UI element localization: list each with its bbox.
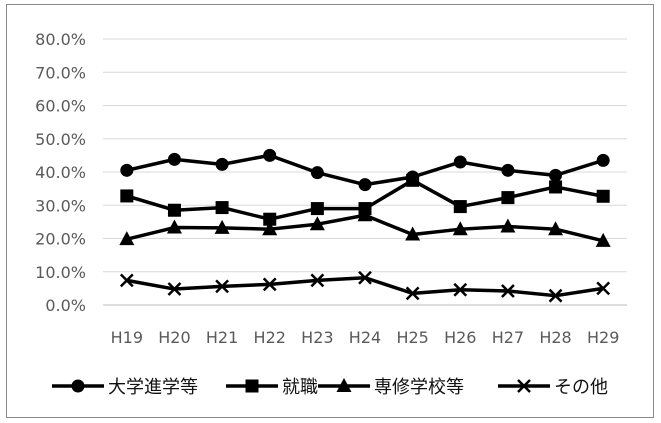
x-tick-label: H26 — [444, 328, 476, 347]
data-point — [501, 163, 515, 177]
series-1 — [120, 148, 610, 192]
x-marker-stroke — [405, 286, 420, 301]
y-tick-label: 70.0% — [35, 63, 86, 82]
data-point — [120, 189, 134, 203]
x-tick-label: H29 — [587, 328, 619, 347]
x-marker-stroke — [501, 284, 515, 298]
data-point — [548, 221, 564, 236]
data-point — [119, 231, 135, 246]
data-point — [263, 212, 277, 226]
series-line — [126, 275, 604, 298]
data-point — [357, 207, 373, 222]
data-point — [214, 219, 230, 234]
data-point — [215, 157, 229, 171]
data-point — [167, 203, 181, 217]
x-marker-stroke — [596, 281, 611, 296]
chart-frame — [6, 4, 654, 418]
y-tick-label: 10.0% — [35, 263, 86, 282]
data-point — [166, 219, 182, 234]
legend-label: 就職 — [282, 377, 318, 398]
legend-marker — [517, 379, 531, 393]
legend-item: 大学進学等 — [52, 377, 198, 398]
y-tick-label: 40.0% — [35, 163, 86, 182]
data-point — [167, 282, 182, 296]
legend-marker — [245, 379, 259, 393]
data-point — [263, 148, 277, 162]
data-point — [358, 270, 372, 285]
data-point — [549, 180, 563, 194]
gridlines — [103, 38, 627, 306]
data-point — [596, 153, 610, 167]
legend-label: 専修学校等 — [374, 377, 464, 398]
data-point — [453, 155, 467, 169]
data-point — [310, 202, 324, 216]
series-3 — [119, 207, 611, 247]
x-tick-label: H19 — [111, 328, 143, 347]
series-lines — [119, 148, 611, 303]
x-marker-stroke — [548, 288, 563, 303]
data-point — [596, 281, 611, 296]
x-tick-label: H20 — [158, 328, 190, 347]
data-point — [453, 200, 467, 214]
x-marker-stroke — [453, 282, 468, 297]
data-point — [595, 232, 611, 247]
data-point — [215, 279, 229, 294]
data-point — [405, 286, 420, 301]
data-point — [310, 273, 325, 288]
data-point — [358, 178, 372, 192]
y-tick-label: 80.0% — [35, 30, 86, 49]
data-point — [262, 277, 277, 292]
legend-item: 就職 — [226, 377, 318, 398]
legend-item: その他 — [498, 377, 608, 398]
y-tick-label: 0.0% — [45, 296, 86, 315]
data-point — [596, 189, 610, 203]
data-point — [120, 163, 134, 177]
data-point — [501, 191, 515, 205]
data-point — [453, 282, 468, 297]
data-point — [406, 173, 420, 187]
data-point — [500, 218, 516, 233]
legend: 大学進学等 就職 専修学校等 その他 — [52, 377, 608, 398]
data-point — [262, 221, 278, 236]
legend-marker — [336, 378, 352, 392]
y-tick-label: 60.0% — [35, 97, 86, 116]
x-tick-label: H23 — [301, 328, 333, 347]
data-point — [119, 273, 134, 288]
y-axis-tick-labels: 0.0% 10.0% 20.0% 30.0% 40.0% 50.0% 60.0% 70.0% 8… — [35, 30, 86, 315]
x-tick-label: H24 — [349, 328, 381, 347]
legend-marker — [71, 379, 85, 393]
series-4 — [119, 270, 611, 303]
x-tick-label: H27 — [492, 328, 524, 347]
legend-label: 大学進学等 — [108, 377, 198, 398]
data-point — [548, 288, 563, 303]
y-tick-label: 20.0% — [35, 230, 86, 249]
data-point — [215, 201, 229, 215]
x-marker-stroke — [119, 273, 134, 288]
x-tick-label: H28 — [539, 328, 571, 347]
data-point — [501, 284, 515, 298]
data-point — [167, 152, 181, 166]
x-tick-label: H25 — [396, 328, 428, 347]
legend-label: その他 — [554, 377, 608, 398]
y-tick-label: 30.0% — [35, 196, 86, 215]
legend-item: 専修学校等 — [318, 377, 464, 398]
data-point — [309, 216, 325, 231]
x-marker-stroke — [215, 279, 229, 294]
data-point — [549, 168, 563, 182]
x-marker-stroke — [310, 273, 325, 288]
data-point — [310, 166, 324, 180]
x-marker-stroke — [262, 277, 277, 292]
x-marker-stroke — [517, 379, 531, 393]
x-tick-label: H21 — [206, 328, 238, 347]
x-axis-tick-labels: H19 H20 H21 H22 H23 H24 H25 H26 H27 H28 H29 — [111, 328, 620, 347]
x-marker-stroke — [167, 282, 182, 296]
y-tick-label: 50.0% — [35, 130, 86, 149]
x-marker-stroke — [358, 270, 372, 285]
data-point — [405, 226, 421, 241]
x-tick-label: H22 — [254, 328, 286, 347]
data-point — [452, 221, 468, 236]
